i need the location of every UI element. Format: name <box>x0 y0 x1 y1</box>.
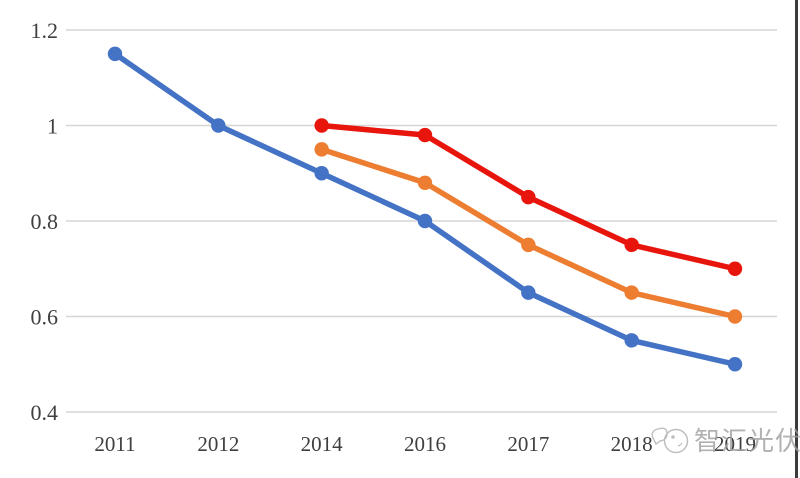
data-point-orange <box>417 175 433 190</box>
x-axis-tick-label: 2018 <box>611 432 653 456</box>
data-point-orange <box>727 309 743 324</box>
data-point-blue <box>521 285 536 300</box>
x-axis-tick-label: 2011 <box>94 432 135 456</box>
data-point-orange <box>314 142 329 157</box>
x-axis-tick-label: 2017 <box>507 432 549 456</box>
y-axis-tick-label: 1.2 <box>31 18 59 43</box>
x-axis-tick-label: 2016 <box>404 432 446 456</box>
x-axis-tick-label: 2014 <box>301 432 344 456</box>
y-axis-tick-label: 0.4 <box>31 400 59 425</box>
data-point-blue <box>727 357 743 372</box>
image-right-border <box>795 0 798 478</box>
data-point-orange <box>521 237 536 253</box>
data-point-blue <box>107 46 123 62</box>
data-point-red <box>624 237 639 253</box>
data-point-red <box>521 189 536 205</box>
x-axis-tick-label: 2012 <box>197 432 239 456</box>
y-axis-tick-label: 0.8 <box>31 209 59 234</box>
series-line-blue <box>112 51 738 367</box>
data-point-blue <box>314 166 329 181</box>
data-point-blue <box>417 213 433 229</box>
data-point-blue <box>624 333 639 348</box>
y-axis-tick-label: 1 <box>47 114 58 139</box>
y-axis-tick-label: 0.6 <box>31 305 59 330</box>
data-point-blue <box>211 118 226 133</box>
data-point-red <box>727 261 743 276</box>
data-point-orange <box>624 285 639 300</box>
data-point-red <box>314 118 329 133</box>
data-point-red <box>417 127 433 143</box>
x-axis-tick-label: 2019 <box>714 432 756 456</box>
